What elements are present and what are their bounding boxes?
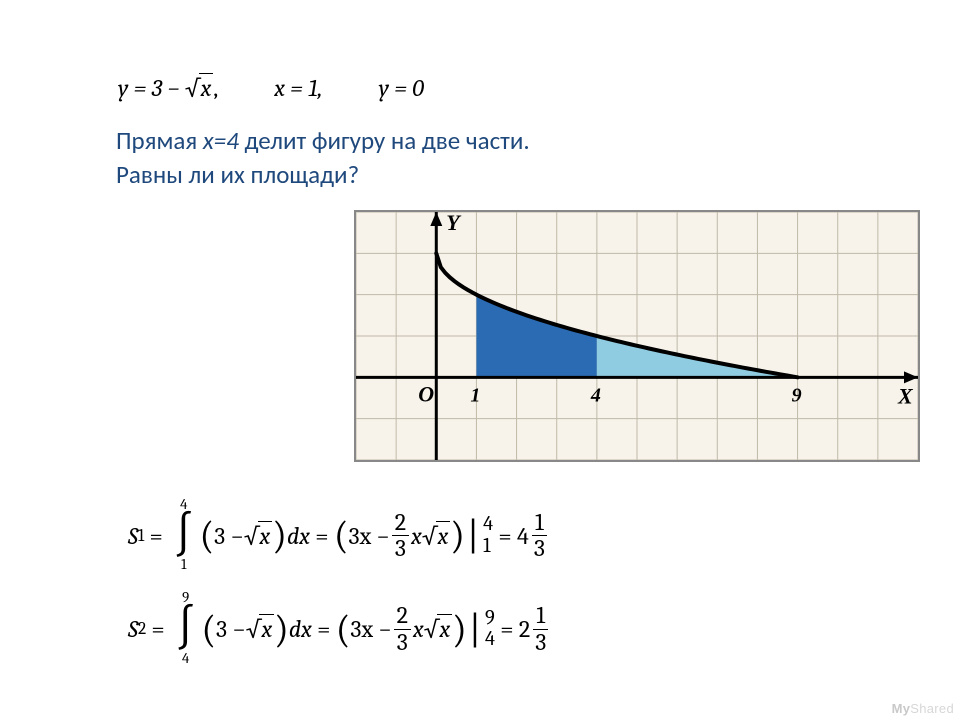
eq-y-lhs: y = 3 − xyxy=(118,74,185,102)
s2-sub: 2 xyxy=(138,619,146,639)
equation-y0: y = 0 xyxy=(379,74,424,102)
eval-bar-pipe-2: | xyxy=(469,607,481,652)
lparen3: ( xyxy=(201,607,216,652)
given-equations: y = 3 − x, x = 1, y = 0 xyxy=(118,74,424,102)
frac-2-3b: 23 xyxy=(394,603,411,654)
integrals-block: S1 = 4 ∫ 1 ( 3 − x ) dx = ( 3x − 23 xx )… xyxy=(128,498,551,685)
s1-antideriv-a: 3x − xyxy=(349,522,390,550)
s2-result-whole: 2 xyxy=(519,615,530,643)
lparen2: ( xyxy=(334,513,349,558)
sqrt-x: x xyxy=(185,74,214,102)
s2-sqrt-x2: x xyxy=(424,615,453,643)
s1-eval-limits: 4 1 xyxy=(483,514,493,557)
equation-x: x = 1, xyxy=(274,74,322,102)
s2-dx: dx xyxy=(289,615,312,643)
s1-lower: 1 xyxy=(181,558,186,573)
svg-text:X: X xyxy=(897,383,914,408)
svg-text:1: 1 xyxy=(470,384,480,406)
eq-sign: = xyxy=(144,522,168,550)
equation-y: y = 3 − x, xyxy=(118,74,218,102)
eq-sign-2b: = xyxy=(312,615,336,643)
s2-antideriv-a: 3x − xyxy=(350,615,391,643)
rparen2: ) xyxy=(450,513,465,558)
problem-line1-a: Прямая xyxy=(116,125,203,156)
problem-line-1: Прямая x=4 делит фигуру на две части. xyxy=(116,124,530,158)
watermark-prefix: My xyxy=(892,701,911,716)
frac-2-3: 23 xyxy=(392,510,409,561)
integral-glyph: ∫ xyxy=(174,513,193,559)
chart-svg: O X Y 1 4 9 xyxy=(356,212,918,460)
lparen4: ( xyxy=(336,607,351,652)
s1-integrand-a: 3 − xyxy=(214,522,244,550)
s1-sqrt-x2: x xyxy=(422,522,451,550)
problem-line1-emph: x=4 xyxy=(203,125,239,156)
svg-text:O: O xyxy=(418,381,434,406)
problem-line1-b: делит фигуру на две части. xyxy=(239,125,530,156)
integral-s2: S2 = 9 ∫ 4 ( 3 − x ) dx = ( 3x − 23 xx )… xyxy=(128,591,551,666)
lparen: ( xyxy=(199,513,214,558)
eq-sign-3: = xyxy=(493,522,517,550)
s2-result-frac: 13 xyxy=(532,603,549,654)
s1-sqrt-x: x xyxy=(244,522,273,550)
s2-integrand-a: 3 − xyxy=(216,615,246,643)
integral-glyph-2: ∫ xyxy=(176,606,195,652)
eq-comma: , xyxy=(213,74,218,102)
integral-symbol: 4 ∫ 1 xyxy=(174,498,193,573)
watermark: MyShared xyxy=(892,701,954,716)
s1-result-whole: 4 xyxy=(517,522,529,550)
s1-result-frac: 13 xyxy=(531,510,548,561)
rparen4: ) xyxy=(452,607,467,652)
rparen3: ) xyxy=(274,607,289,652)
s2-eval-limits: 9 4 xyxy=(485,608,495,651)
integral-symbol-2: 9 ∫ 4 xyxy=(176,591,195,666)
eq-sign-2: = xyxy=(310,522,334,550)
integral-s1: S1 = 4 ∫ 1 ( 3 − x ) dx = ( 3x − 23 xx )… xyxy=(128,498,551,573)
svg-text:9: 9 xyxy=(792,384,802,406)
watermark-rest: Shared xyxy=(910,701,954,716)
s2-lower: 4 xyxy=(182,652,189,667)
svg-text:Y: Y xyxy=(446,212,462,235)
eq-sign: = xyxy=(146,615,170,643)
eq-sign-3b: = xyxy=(495,615,519,643)
rparen: ) xyxy=(272,513,287,558)
s1-x: x xyxy=(411,522,422,550)
s1-dx: dx xyxy=(287,522,310,550)
s1-name: S xyxy=(128,522,138,550)
problem-text: Прямая x=4 делит фигуру на две части. Ра… xyxy=(116,124,530,192)
svg-text:4: 4 xyxy=(590,384,601,406)
s2-sqrt-x: x xyxy=(246,615,275,643)
eval-bar-pipe: | xyxy=(467,513,479,558)
s2-x: x xyxy=(413,615,424,643)
problem-line-2: Равны ли их площади? xyxy=(116,158,530,192)
area-chart: O X Y 1 4 9 xyxy=(354,210,920,462)
s2-name: S xyxy=(128,615,138,643)
